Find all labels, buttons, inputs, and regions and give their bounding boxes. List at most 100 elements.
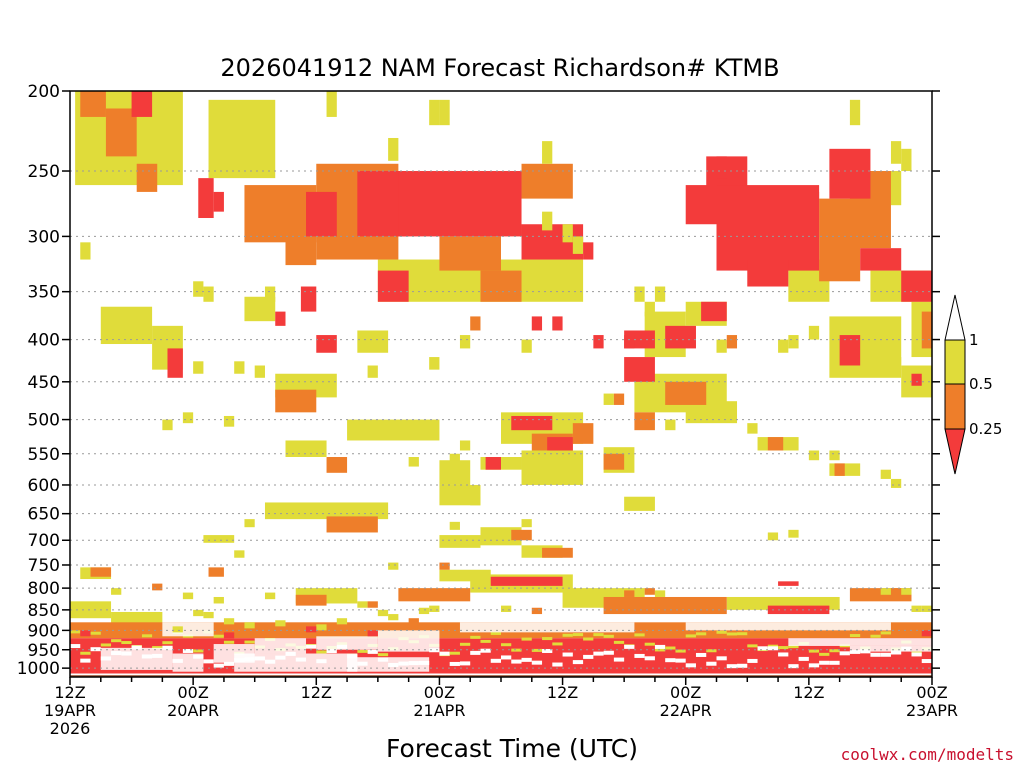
- ri-region-low: [198, 178, 214, 219]
- ri-region-mid: [603, 596, 727, 615]
- ri-cell-high: [890, 141, 902, 164]
- ri-region-low: [624, 357, 655, 382]
- ri-band-high: [808, 649, 820, 653]
- ri-cell-high: [80, 242, 91, 260]
- ri-region-high: [357, 330, 389, 353]
- ri-band-gap: [531, 660, 543, 665]
- x-tick-label-60-1: 00Z: [670, 683, 701, 702]
- ri-band-gap: [70, 644, 81, 649]
- ri-gap: [788, 638, 932, 646]
- ri-region-mid: [921, 311, 932, 349]
- ri-cell-high: [408, 457, 419, 467]
- ri-cell-low: [921, 630, 932, 637]
- ri-band-high: [223, 640, 235, 644]
- ri-cell-high: [244, 622, 255, 629]
- ri-band-gap: [644, 656, 655, 661]
- ri-band-high: [193, 649, 204, 653]
- ri-band-gap: [203, 659, 214, 664]
- ri-band-high: [849, 634, 861, 638]
- x-tick-label-0-1: 12Z: [54, 683, 85, 702]
- ri-cell-high: [521, 519, 532, 528]
- ri-band-gap: [808, 663, 820, 668]
- ri-cell-high: [778, 339, 789, 353]
- ri-cell-mid: [408, 618, 419, 625]
- ri-band-gap: [788, 664, 799, 669]
- ri-band-gap: [490, 658, 501, 663]
- ri-band-gap: [654, 644, 666, 649]
- ri-cell-high: [357, 601, 368, 608]
- ri-cell-high: [459, 440, 471, 451]
- x-tick-label-36-2: 21APR: [413, 701, 465, 720]
- ri-gap: [234, 653, 358, 672]
- y-tick-label-600: 600: [28, 476, 60, 496]
- ri-region-mid: [511, 529, 532, 541]
- ri-band-gap: [367, 649, 378, 654]
- ri-cell-low: [367, 630, 378, 637]
- ri-cell-low: [583, 242, 594, 260]
- x-tick-label-12-2: 20APR: [167, 701, 219, 720]
- ri-band-gap: [306, 644, 317, 649]
- ri-band-gap: [880, 652, 891, 657]
- ri-cell-mid: [439, 562, 450, 570]
- ri-cell-mid: [624, 590, 635, 597]
- ri-region-low: [511, 415, 553, 431]
- ri-band-high: [111, 639, 122, 643]
- ri-band-gap: [501, 655, 512, 660]
- ri-band-gap: [767, 646, 779, 651]
- ri-band-gap: [162, 645, 173, 650]
- ri-band-gap: [439, 651, 450, 656]
- ri-cell-high: [603, 393, 614, 405]
- ri-band-high: [603, 634, 614, 638]
- ri-band-high: [141, 634, 153, 638]
- ri-band-high: [819, 652, 830, 656]
- y-tick-label-700: 700: [28, 531, 60, 551]
- ri-cell-high: [203, 611, 214, 619]
- ri-band-gap: [572, 660, 584, 665]
- ri-band-high: [511, 648, 522, 652]
- heatmap-cells: [70, 91, 932, 674]
- ri-region-mid: [767, 437, 784, 451]
- ri-cell-high: [182, 592, 194, 600]
- ri-cell-high: [921, 605, 932, 612]
- ri-region-mid: [480, 270, 522, 302]
- ri-band-gap: [90, 647, 101, 652]
- ri-band-high: [880, 631, 891, 635]
- ri-cell-high: [583, 590, 594, 597]
- ri-cell-high: [182, 412, 194, 424]
- ri-region-mid: [326, 457, 348, 473]
- ri-cell-high: [223, 618, 235, 625]
- ri-cell-mid: [152, 583, 163, 591]
- ri-band-gap: [583, 654, 594, 659]
- ri-cell-high: [388, 562, 399, 570]
- ri-region-low: [490, 576, 563, 586]
- ri-band-gap: [665, 658, 676, 663]
- y-axis: 200 250 300 350 400 450 500 550 600 650 700 750 8008…: [17, 82, 940, 679]
- y-tick-label-850: 850: [28, 601, 60, 621]
- ri-band-gap: [706, 661, 717, 666]
- ri-region-low: [716, 185, 820, 271]
- ri-band-high: [552, 642, 563, 646]
- legend-top-arrow: [944, 294, 966, 341]
- ri-cell-high: [429, 605, 440, 612]
- ri-band-high: [121, 641, 132, 645]
- ri-band-gap: [624, 644, 635, 649]
- ri-region-high: [439, 484, 481, 506]
- y-tick-label-950: 950: [28, 641, 60, 661]
- ri-band-gap: [685, 663, 696, 668]
- x-tick-label-12-1: 00Z: [177, 683, 208, 702]
- ri-cell-mid: [470, 316, 481, 331]
- ri-gap: [459, 622, 635, 633]
- ri-cell-high: [275, 620, 286, 627]
- x-tick-label-48-1: 12Z: [547, 683, 578, 702]
- ri-band-high: [613, 640, 625, 644]
- ri-region-low: [377, 270, 409, 302]
- ri-band-gap: [223, 661, 235, 666]
- ri-band-high: [501, 643, 512, 647]
- ri-cell-low: [624, 335, 635, 349]
- ri-cell-high: [901, 588, 912, 595]
- y-tick-label-800: 800: [28, 579, 60, 599]
- ri-band-high: [665, 646, 676, 650]
- ri-cell-high: [264, 592, 276, 600]
- ri-cell-low: [911, 373, 922, 386]
